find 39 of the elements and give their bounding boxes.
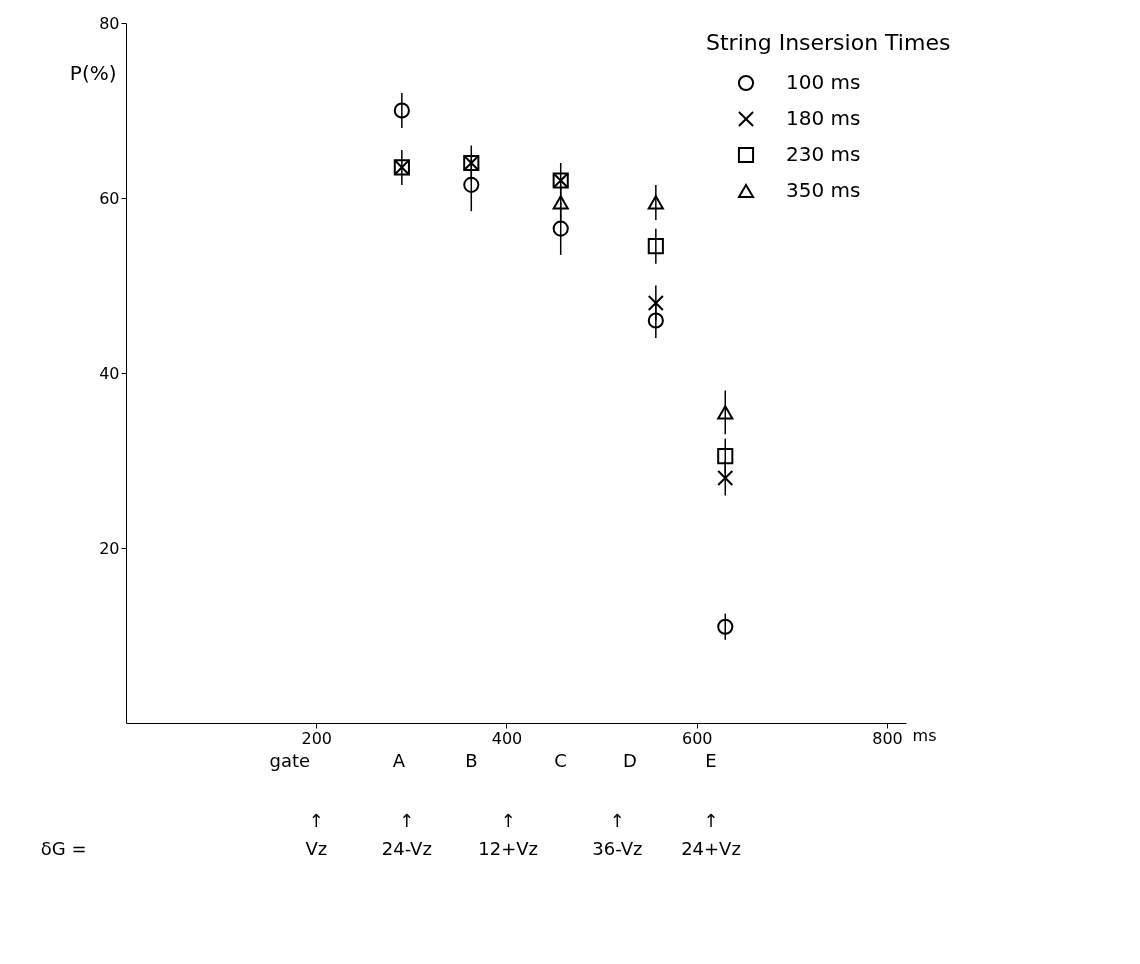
point xyxy=(552,195,569,210)
legend-label: 100 ms xyxy=(786,70,861,94)
point xyxy=(717,405,734,420)
text: A xyxy=(392,750,406,771)
point xyxy=(717,469,734,487)
point xyxy=(647,195,664,210)
x-tick-label: 200 xyxy=(301,728,333,748)
text: δG = xyxy=(40,838,87,859)
text: ↑ Vz xyxy=(305,810,328,859)
text: B xyxy=(465,750,478,771)
text: ↑ 24-Vz xyxy=(381,810,432,859)
text: ↑ 24+Vz xyxy=(681,810,741,859)
point xyxy=(393,102,410,119)
text: D xyxy=(622,750,637,771)
point xyxy=(647,312,664,329)
legend-label: 180 ms xyxy=(786,106,861,130)
x-axis-title: ms xyxy=(912,725,937,745)
text: ↑ 36-Vz xyxy=(592,810,643,859)
text: E xyxy=(705,750,717,771)
x-tick-label: 800 xyxy=(872,728,903,748)
y-tick-label: 40 xyxy=(99,363,120,383)
text: C xyxy=(554,750,567,771)
y-tick-label: 60 xyxy=(99,188,120,208)
x-tick-label: 600 xyxy=(681,728,713,748)
x-tick-label: 400 xyxy=(491,728,523,748)
point xyxy=(647,238,664,255)
point xyxy=(463,176,480,193)
legend-label: 350 ms xyxy=(786,178,861,202)
legend-title: String Insersion Times xyxy=(706,30,951,55)
text: gate xyxy=(269,750,311,771)
point xyxy=(717,448,734,465)
y-axis-title: P(%) xyxy=(69,60,117,85)
y-tick-label: 80 xyxy=(99,13,120,33)
point xyxy=(552,220,569,237)
text: ↑ 12+Vz xyxy=(478,810,539,859)
point xyxy=(647,294,664,312)
point xyxy=(717,618,734,635)
y-tick-label: 20 xyxy=(99,538,120,558)
legend-label: 230 ms xyxy=(786,142,861,166)
